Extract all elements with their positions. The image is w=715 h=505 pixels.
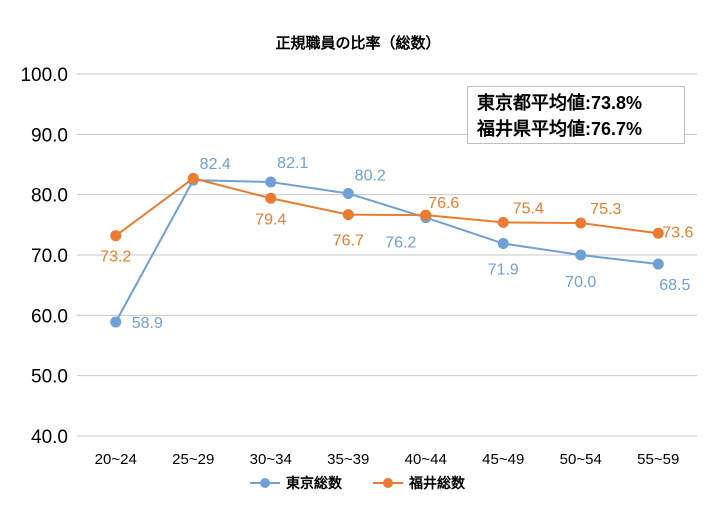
data-label: 82.4 bbox=[200, 156, 231, 173]
series-line bbox=[115, 177, 659, 237]
average-annotation-box: 東京都平均値:73.8% 福井県平均値:76.7% bbox=[467, 86, 685, 144]
data-point bbox=[187, 172, 199, 184]
legend-label: 東京総数 bbox=[286, 475, 343, 491]
y-tick-label: 40.0 bbox=[31, 427, 68, 448]
y-tick-label: 80.0 bbox=[31, 186, 68, 207]
data-point bbox=[652, 258, 664, 270]
tokyo-average-text: 東京都平均値:73.8% bbox=[477, 93, 643, 113]
y-tick-label: 50.0 bbox=[31, 367, 68, 388]
data-label: 76.7 bbox=[333, 233, 364, 250]
data-label: 76.2 bbox=[385, 235, 416, 252]
x-tick-label: 40~44 bbox=[405, 451, 447, 468]
data-point bbox=[420, 209, 432, 221]
data-point bbox=[652, 227, 664, 239]
data-point bbox=[497, 216, 509, 228]
legend-item: 福井総数 bbox=[373, 475, 466, 491]
data-label: 76.6 bbox=[428, 195, 459, 212]
data-point bbox=[497, 238, 509, 250]
data-label: 75.4 bbox=[513, 200, 544, 217]
data-point bbox=[265, 176, 277, 188]
data-point bbox=[110, 316, 122, 328]
data-label: 80.2 bbox=[355, 167, 386, 184]
series-line bbox=[114, 179, 659, 323]
data-label: 68.5 bbox=[659, 277, 690, 294]
legend-item: 東京総数 bbox=[250, 475, 343, 491]
chart-title: 正規職員の比率（総数） bbox=[275, 34, 440, 52]
x-tick-label: 45~49 bbox=[482, 451, 524, 468]
fukui-average-text: 福井県平均値:76.7% bbox=[477, 119, 643, 139]
x-tick-label: 20~24 bbox=[95, 451, 137, 468]
x-tick-label: 30~34 bbox=[250, 451, 292, 468]
data-label: 73.6 bbox=[662, 224, 693, 241]
x-tick-label: 50~54 bbox=[560, 451, 602, 468]
y-tick-label: 70.0 bbox=[31, 246, 68, 267]
data-label: 73.2 bbox=[100, 249, 131, 266]
x-tick-label: 55~59 bbox=[637, 451, 679, 468]
data-label: 70.0 bbox=[565, 274, 596, 291]
x-tick-label: 25~29 bbox=[172, 451, 214, 468]
data-label: 58.9 bbox=[132, 315, 163, 332]
x-tick-label: 35~39 bbox=[327, 451, 369, 468]
data-point bbox=[575, 249, 587, 261]
y-tick-label: 60.0 bbox=[31, 306, 68, 327]
series-fukui: 73.2 79.4 76.7 76.6 75.4 75.3 73.6 bbox=[100, 172, 693, 266]
data-label: 79.4 bbox=[255, 211, 286, 228]
data-label: 71.9 bbox=[488, 262, 519, 279]
data-point bbox=[265, 192, 277, 204]
data-point bbox=[342, 187, 354, 199]
data-point bbox=[575, 217, 587, 229]
data-label: 82.1 bbox=[277, 155, 308, 172]
data-label: 75.3 bbox=[590, 201, 621, 218]
legend-marker bbox=[260, 478, 270, 488]
data-point bbox=[110, 230, 122, 242]
data-point bbox=[342, 209, 354, 221]
legend-marker bbox=[383, 478, 393, 488]
y-tick-label: 100.0 bbox=[20, 65, 68, 86]
y-tick-label: 90.0 bbox=[31, 125, 68, 146]
legend-label: 福井総数 bbox=[408, 475, 466, 491]
